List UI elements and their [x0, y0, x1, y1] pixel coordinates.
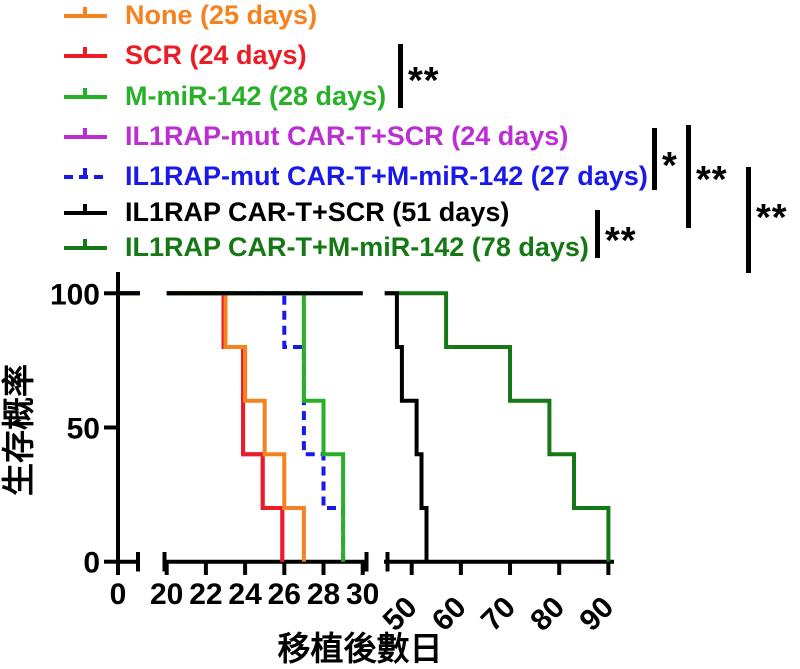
legend-label: IL1RAP CAR-T+M-miR-142 (78 days): [125, 232, 589, 262]
svg-text:50: 50: [67, 413, 100, 446]
curve-scr: [118, 291, 285, 562]
significance-bracket: [746, 167, 751, 273]
legend-item-m-mir-142: M-miR-142 (28 days): [64, 81, 386, 111]
legend-label: M-miR-142 (28 days): [125, 81, 387, 111]
significance-label: **: [605, 220, 637, 262]
curve-il1rap-car-t-scr: [118, 291, 429, 562]
survival-line-marker-icon: [64, 203, 107, 221]
curve-m-mir-142: [118, 291, 346, 562]
significance-bracket: [398, 44, 403, 108]
svg-text:30: 30: [346, 578, 379, 611]
curve-il1rap-mut-car-t-m-mir-142: [118, 291, 346, 562]
legend: None (25 days) SCR (24 days) M-miR-142 (…: [0, 0, 800, 270]
legend-item-il1rap-mut-car-t-scr: IL1RAP-mut CAR-T+SCR (24 days): [64, 121, 568, 151]
legend-item-il1rap-car-t-scr: IL1RAP CAR-T+SCR (51 days): [64, 197, 509, 227]
curve-il1rap-car-t-m-mir-142: [118, 291, 611, 562]
significance-label: **: [408, 60, 440, 102]
legend-label: IL1RAP-mut CAR-T+SCR (24 days): [125, 121, 569, 151]
legend-label: IL1RAP-mut CAR-T+M-miR-142 (27 days): [125, 161, 648, 191]
y-axis: 0 50 100 生存概率: [0, 272, 120, 580]
svg-text:24: 24: [228, 578, 262, 611]
legend-label: IL1RAP CAR-T+SCR (51 days): [125, 197, 510, 227]
curve-none: [118, 291, 306, 562]
svg-text:100: 100: [50, 278, 100, 311]
survival-line-marker-icon: [64, 6, 107, 24]
significance-bracket: [686, 125, 691, 228]
survival-line-marker-icon: [64, 127, 107, 145]
legend-item-none: None (25 days): [64, 0, 317, 30]
legend-label: SCR (24 days): [125, 40, 307, 70]
significance-bracket: [595, 210, 600, 258]
significance-label: *: [662, 145, 678, 187]
survival-line-marker-icon: [64, 167, 107, 185]
survival-line-marker-icon: [64, 46, 107, 64]
svg-text:移植後數日: 移植後數日: [278, 630, 443, 667]
svg-text:26: 26: [268, 578, 301, 611]
legend-label: None (25 days): [125, 0, 318, 30]
survival-line-marker-icon: [64, 87, 107, 105]
svg-text:70: 70: [475, 591, 522, 638]
survival-line-marker-icon: [64, 238, 107, 256]
svg-text:生存概率: 生存概率: [0, 364, 37, 496]
legend-item-il1rap-car-t-m-mir-142: IL1RAP CAR-T+M-miR-142 (78 days): [64, 232, 589, 262]
significance-label: **: [696, 159, 728, 201]
svg-text:20: 20: [150, 578, 183, 611]
legend-item-il1rap-mut-car-t-m-mir-142: IL1RAP-mut CAR-T+M-miR-142 (27 days): [64, 161, 648, 191]
svg-text:28: 28: [307, 578, 340, 611]
legend-item-scr: SCR (24 days): [64, 40, 307, 70]
svg-text:80: 80: [524, 591, 571, 638]
svg-text:0: 0: [83, 547, 100, 580]
svg-text:0: 0: [110, 578, 127, 611]
curve-il1rap-mut-car-t-scr: [118, 291, 285, 562]
svg-text:22: 22: [189, 578, 222, 611]
significance-label: **: [756, 197, 788, 239]
svg-text:90: 90: [573, 591, 620, 638]
significance-bracket: [652, 128, 657, 190]
